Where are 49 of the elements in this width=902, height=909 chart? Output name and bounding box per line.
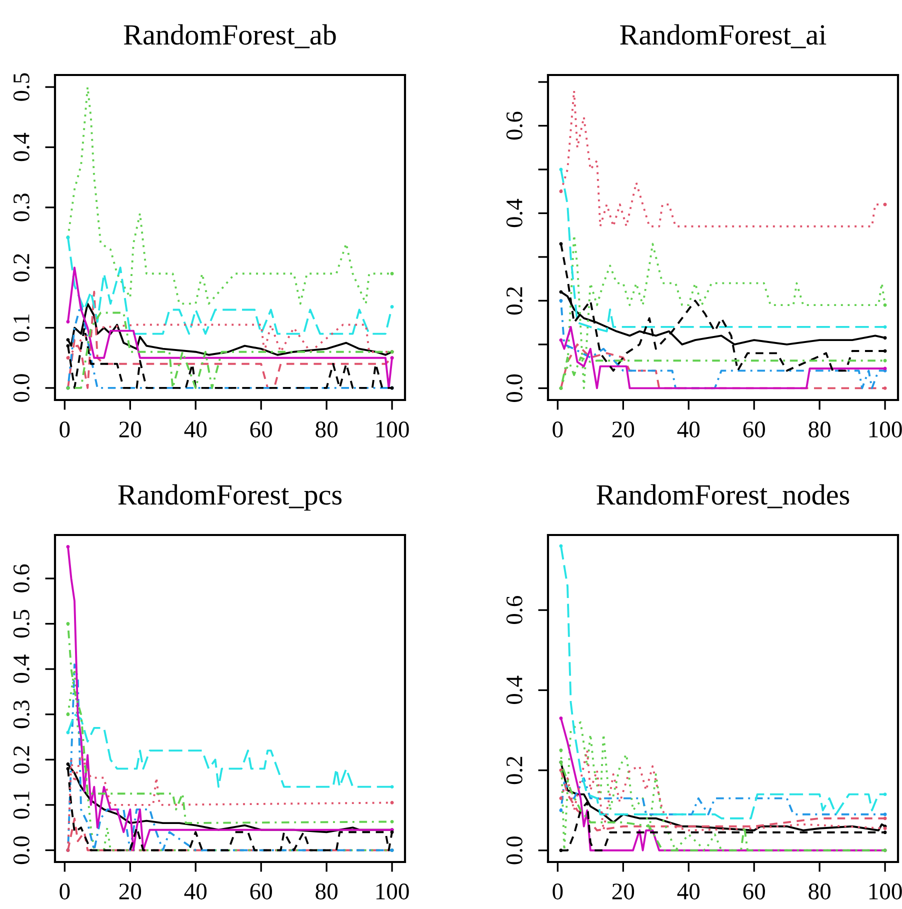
x-tick-label: 80	[316, 422, 338, 438]
x-tick-label: 0	[60, 884, 70, 900]
chart-title: RandomForest_pcs	[118, 484, 342, 511]
y-tick-label: 0.1	[13, 314, 30, 342]
x-tick-label: 20	[119, 884, 142, 900]
y-tick-label: 0.5	[13, 610, 30, 638]
y-tick-label: 0.6	[506, 112, 522, 140]
x-tick-label: 80	[808, 422, 830, 438]
y-tick-label: 0.0	[506, 836, 522, 864]
x-tick-label: 60	[743, 884, 766, 900]
x-tick-label: 0	[552, 422, 563, 438]
x-tick-label: 20	[119, 422, 142, 438]
y-tick-label: 0.6	[506, 596, 522, 624]
y-tick-label: 0.4	[506, 198, 522, 228]
y-tick-label: 0.4	[13, 132, 30, 162]
x-tick-label: 40	[184, 884, 207, 900]
x-tick-label: 40	[677, 884, 700, 900]
x-tick-label: 20	[612, 884, 634, 900]
x-tick-label: 100	[376, 422, 409, 438]
x-tick-label: 20	[612, 422, 634, 438]
y-tick-label: 0.5	[13, 73, 30, 101]
x-tick-label: 0	[60, 422, 70, 438]
x-tick-label: 40	[184, 422, 207, 438]
chart-title: RandomForest_ai	[620, 24, 826, 48]
y-tick-label: 0.2	[13, 254, 30, 282]
y-tick-label: 0.4	[506, 676, 522, 704]
y-tick-label: 0.2	[506, 287, 522, 315]
x-tick-label: 100	[869, 422, 902, 438]
y-tick-label: 0.3	[13, 194, 30, 222]
y-tick-label: 0.4	[13, 654, 30, 683]
y-tick-label: 0.3	[13, 700, 30, 728]
y-tick-label: 0.2	[506, 756, 522, 784]
x-tick-label: 80	[808, 884, 830, 900]
x-tick-label: 60	[250, 884, 272, 900]
y-tick-label: 0.0	[13, 836, 30, 864]
x-tick-label: 0	[552, 884, 563, 900]
x-tick-label: 100	[869, 884, 902, 900]
x-tick-label: 60	[250, 422, 272, 438]
x-tick-label: 40	[677, 422, 700, 438]
y-tick-label: 0.0	[506, 374, 522, 402]
y-tick-label: 0.0	[13, 374, 30, 402]
x-tick-label: 60	[743, 422, 766, 438]
x-tick-label: 80	[316, 884, 338, 900]
y-tick-label: 0.2	[13, 746, 30, 774]
x-tick-label: 100	[376, 884, 409, 900]
chart-title: RandomForest_ab	[124, 24, 336, 48]
y-tick-label: 0.1	[13, 792, 30, 819]
chart-title: RandomForest_nodes	[596, 484, 850, 508]
y-tick-label: 0.6	[13, 564, 30, 592]
